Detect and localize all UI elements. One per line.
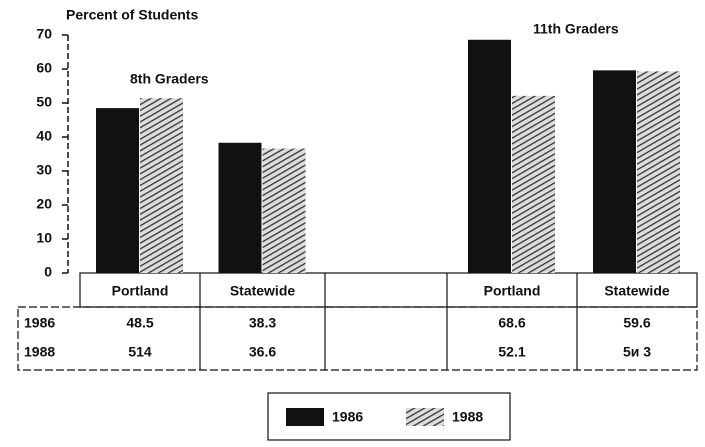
x-tick-label: Portland <box>484 283 541 299</box>
y-tick-label: 70 <box>36 26 52 42</box>
x-tick-label: Statewide <box>230 283 296 299</box>
y-tick-label: 30 <box>36 162 52 178</box>
legend-label: 1986 <box>332 409 363 425</box>
group-label: 11th Graders <box>533 21 619 37</box>
y-tick-label: 0 <box>44 264 52 280</box>
table-value: 59.6 <box>623 315 650 331</box>
legend-label: 1988 <box>452 409 483 425</box>
y-tick-label: 40 <box>36 128 52 144</box>
legend-swatch <box>286 408 324 426</box>
bar <box>262 148 306 273</box>
bar <box>96 108 139 273</box>
group-label: 8th Graders <box>130 71 209 87</box>
legend-box <box>267 392 511 441</box>
bar <box>468 39 511 274</box>
y-tick-label: 20 <box>36 196 52 212</box>
table-value: 36.6 <box>249 344 276 360</box>
bar <box>218 142 262 273</box>
table-row-label: 1988 <box>24 344 55 360</box>
table-value: 514 <box>128 344 152 360</box>
bar <box>637 71 680 273</box>
legend-swatch <box>406 408 444 426</box>
table-value: 5и 3 <box>623 344 651 360</box>
bar <box>140 98 183 274</box>
table-row-label: 1986 <box>24 315 55 331</box>
x-tick-label: Portland <box>112 283 169 299</box>
table-value: 48.5 <box>126 315 153 331</box>
y-tick-label: 60 <box>36 60 52 76</box>
table-value: 52.1 <box>498 344 525 360</box>
bar <box>593 70 636 273</box>
table-body <box>17 306 698 371</box>
y-tick-label: 50 <box>36 94 52 110</box>
table-value: 68.6 <box>498 315 525 331</box>
y-axis-label: Percent of Students <box>66 7 198 23</box>
bar <box>512 95 555 273</box>
y-tick-label: 10 <box>36 230 52 246</box>
x-tick-label: Statewide <box>604 283 670 299</box>
table-value: 38.3 <box>249 315 276 331</box>
